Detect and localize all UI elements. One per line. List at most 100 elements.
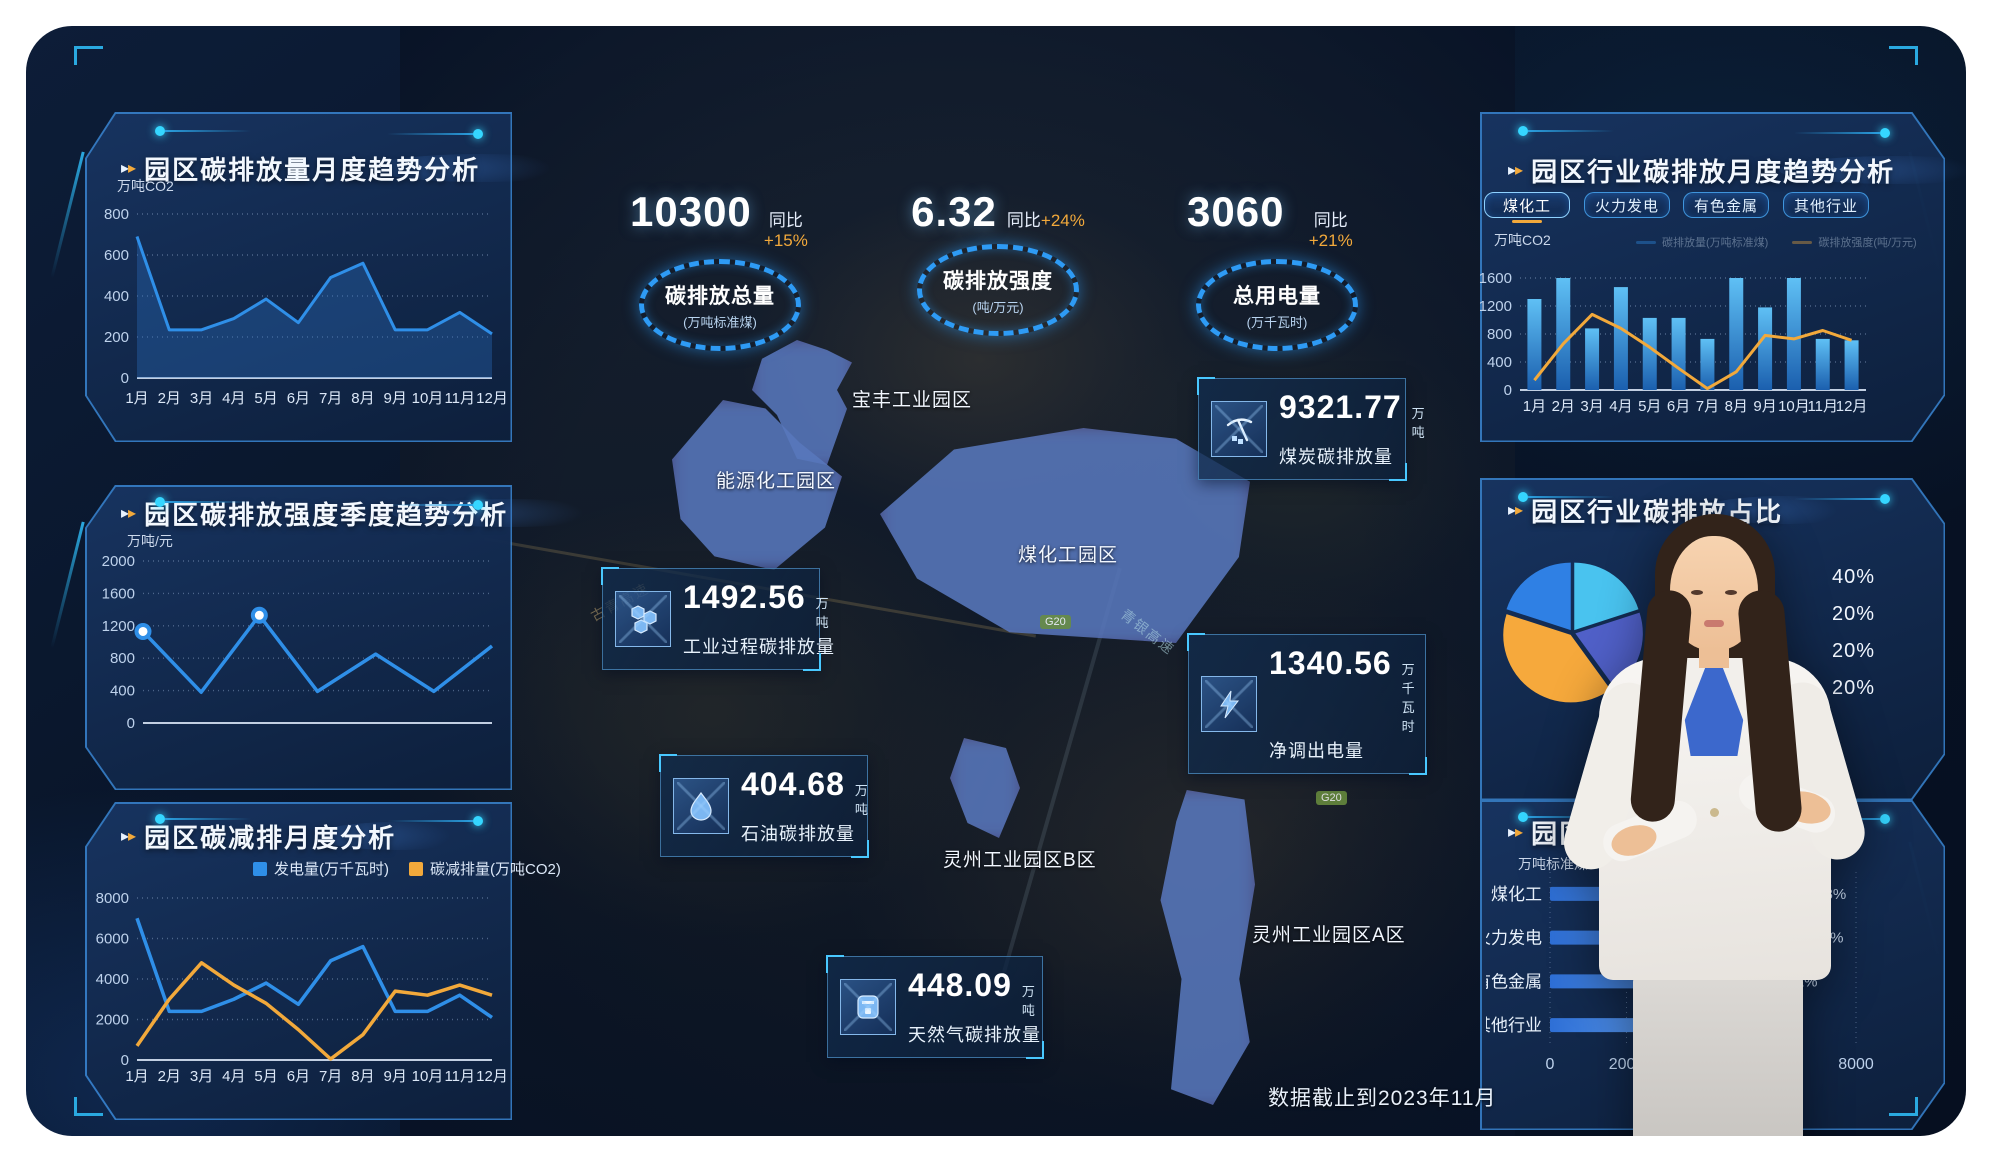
card-value: 448.09 bbox=[908, 967, 1012, 1003]
carbon-reduction-chart[interactable]: 0 2000 4000 6000 8000 1月 2月 3月 4月 5月 6月 7月 8月 9月 10月 11… bbox=[91, 886, 508, 1086]
region-lingzhou-park-a[interactable] bbox=[1160, 790, 1255, 1105]
card-unit: 万千瓦时 bbox=[1401, 662, 1415, 734]
legend-item-reduction[interactable]: 碳减排量(万吨CO2) bbox=[409, 858, 561, 879]
industry-tabs: 煤化工 火力发电 有色金属 其他行业 bbox=[1480, 192, 1945, 223]
svg-text:1600: 1600 bbox=[102, 585, 135, 602]
yoy-label: 同比 bbox=[768, 211, 803, 230]
card-label: 净调出电量 bbox=[1269, 741, 1364, 761]
legend-item-generation[interactable]: 发电量(万千瓦时) bbox=[253, 858, 389, 879]
legend-swatch bbox=[409, 861, 423, 876]
svg-text:4月: 4月 bbox=[222, 390, 245, 407]
legend-item-intensity[interactable]: 碳排放强度(吨/万元) bbox=[1792, 234, 1917, 250]
tab-coal-chemical[interactable]: 煤化工 bbox=[1484, 192, 1570, 223]
svg-text:煤化工: 煤化工 bbox=[1491, 885, 1542, 904]
card-coal-emission: 9321.77 万吨 煤炭碳排放量 bbox=[1197, 377, 1425, 481]
region-label: 宝丰工业园区 bbox=[852, 390, 973, 411]
svg-text:2月: 2月 bbox=[158, 1068, 181, 1085]
svg-text:其他行业: 其他行业 bbox=[1486, 1016, 1542, 1035]
tab-thermal-power[interactable]: 火力发电 bbox=[1584, 192, 1670, 218]
svg-text:1200: 1200 bbox=[102, 618, 135, 635]
dashboard-screen: 宝丰工业园区 能源化工园区 煤化工园区 灵州工业园区B区 灵州工业园区A区 G2… bbox=[26, 26, 1966, 1136]
svg-text:4月: 4月 bbox=[222, 1068, 245, 1085]
pie-percent-label: 20% bbox=[1832, 603, 1876, 625]
svg-text:8月: 8月 bbox=[1725, 398, 1748, 415]
oil-drop-icon bbox=[673, 778, 729, 834]
card-label: 煤炭碳排放量 bbox=[1279, 447, 1393, 467]
title-arrow-icon: ▸ bbox=[1515, 161, 1524, 179]
svg-text:3月: 3月 bbox=[190, 390, 213, 407]
svg-text:2000: 2000 bbox=[96, 1012, 129, 1029]
tab-nonferrous-metal[interactable]: 有色金属 bbox=[1683, 192, 1769, 218]
card-unit: 万吨 bbox=[1411, 406, 1425, 440]
svg-text:9月: 9月 bbox=[384, 390, 407, 407]
svg-text:4月: 4月 bbox=[1609, 398, 1632, 415]
industry-monthly-chart[interactable]: 0 400 800 1200 1600 1月 2月 3月 4月 5月 6月 7月 8月 9月 10月 11月 1… bbox=[1479, 264, 1880, 416]
monthly-emissions-chart[interactable]: 0 200 400 600 800 1月 2月 3月 4月 5月 6月 7月 8月 9月 10月 11月 12月 bbox=[91, 198, 508, 408]
title-arrow-icon: ▸ bbox=[121, 159, 130, 177]
svg-text:0: 0 bbox=[1504, 382, 1512, 399]
svg-text:800: 800 bbox=[104, 206, 129, 223]
svg-text:600: 600 bbox=[104, 247, 129, 264]
svg-text:400: 400 bbox=[1487, 354, 1512, 371]
y-axis-unit-label: 万吨/元 bbox=[127, 533, 173, 549]
chart-sub-legend: 碳排放量(万吨标准煤) 碳排放强度(吨/万元) bbox=[1636, 234, 1917, 250]
kpi-value: 10300 bbox=[630, 188, 752, 235]
title-arrow-icon: ▸ bbox=[121, 827, 130, 845]
svg-text:10月: 10月 bbox=[412, 390, 444, 407]
svg-text:9月: 9月 bbox=[1753, 398, 1776, 415]
card-label: 石油碳排放量 bbox=[741, 824, 855, 844]
satellite-map[interactable] bbox=[400, 26, 1515, 1136]
deco-line bbox=[50, 151, 85, 279]
title-arrow-icon: ▸ bbox=[128, 827, 137, 845]
card-value: 9321.77 bbox=[1279, 389, 1402, 425]
card-value: 1340.56 bbox=[1269, 645, 1392, 681]
svg-text:8月: 8月 bbox=[351, 390, 374, 407]
tab-other-industry[interactable]: 其他行业 bbox=[1783, 192, 1869, 218]
region-label: 能源化工园区 bbox=[716, 471, 837, 492]
svg-text:800: 800 bbox=[1487, 326, 1512, 343]
region-label: 灵州工业园区B区 bbox=[943, 850, 1097, 871]
card-unit: 万吨 bbox=[1021, 984, 1035, 1018]
screen-corner-mark bbox=[74, 1097, 103, 1116]
intensity-quarterly-chart[interactable]: 0 400 800 1200 1600 2000 bbox=[91, 547, 506, 737]
svg-text:200: 200 bbox=[104, 329, 129, 346]
title-arrow-icon: ▸ bbox=[1515, 501, 1524, 519]
svg-text:5月: 5月 bbox=[254, 390, 277, 407]
title-arrow-icon: ▸ bbox=[1508, 823, 1517, 841]
presenter-pants bbox=[1633, 974, 1803, 1136]
yoy-value: +15% bbox=[763, 231, 808, 250]
panel-park-monthly-emissions: ▸ ▸ 园区碳排放量月度趋势分析 万吨CO2 0 200 400 600 800 1月 2月 3… bbox=[85, 112, 588, 442]
svg-text:1月: 1月 bbox=[1523, 398, 1546, 415]
svg-text:11月: 11月 bbox=[444, 1068, 475, 1085]
kpi-name: 碳排放强度 bbox=[943, 269, 1053, 293]
screen-corner-mark bbox=[1889, 46, 1918, 65]
panel-title: 园区碳减排月度分析 bbox=[144, 823, 397, 853]
legend-swatch bbox=[1792, 240, 1813, 244]
svg-text:2月: 2月 bbox=[158, 390, 181, 407]
svg-text:9月: 9月 bbox=[384, 1068, 407, 1085]
pie-percent-labels: 40% 20% 20% 20% bbox=[1832, 566, 1875, 700]
card-value: 1492.56 bbox=[683, 579, 806, 615]
title-arrow-icon: ▸ bbox=[121, 504, 130, 522]
svg-text:11月: 11月 bbox=[1807, 398, 1838, 415]
svg-text:1月: 1月 bbox=[125, 390, 148, 407]
industry-share-pie-chart[interactable] bbox=[1500, 560, 1645, 705]
region-label: 煤化工园区 bbox=[1018, 545, 1119, 566]
svg-text:5月: 5月 bbox=[1638, 398, 1661, 415]
kpi-name: 碳排放总量 bbox=[665, 284, 775, 308]
legend-swatch bbox=[253, 861, 267, 876]
svg-text:0: 0 bbox=[1546, 1056, 1555, 1073]
screen-corner-mark bbox=[1889, 1097, 1918, 1116]
title-arrow-icon: ▸ bbox=[1508, 161, 1517, 179]
panel-title: 园区碳排放量月度趋势分析 bbox=[144, 155, 481, 185]
svg-text:8000: 8000 bbox=[1838, 1056, 1874, 1073]
card-unit: 万吨 bbox=[815, 596, 829, 630]
pie-percent-label: 20% bbox=[1832, 640, 1876, 662]
svg-text:0: 0 bbox=[121, 1052, 129, 1069]
svg-text:5月: 5月 bbox=[254, 1068, 277, 1085]
legend-item-emission[interactable]: 碳排放量(万吨标准煤) bbox=[1636, 234, 1768, 250]
presenter-button bbox=[1710, 808, 1719, 817]
kpi-ring: 碳排放强度 (吨/万元) bbox=[917, 244, 1079, 336]
kpi-unit: (吨/万元) bbox=[972, 299, 1024, 315]
kpi-total-electricity: 3060 同比+21% 总用电量 (万千瓦时) bbox=[1187, 188, 1367, 351]
